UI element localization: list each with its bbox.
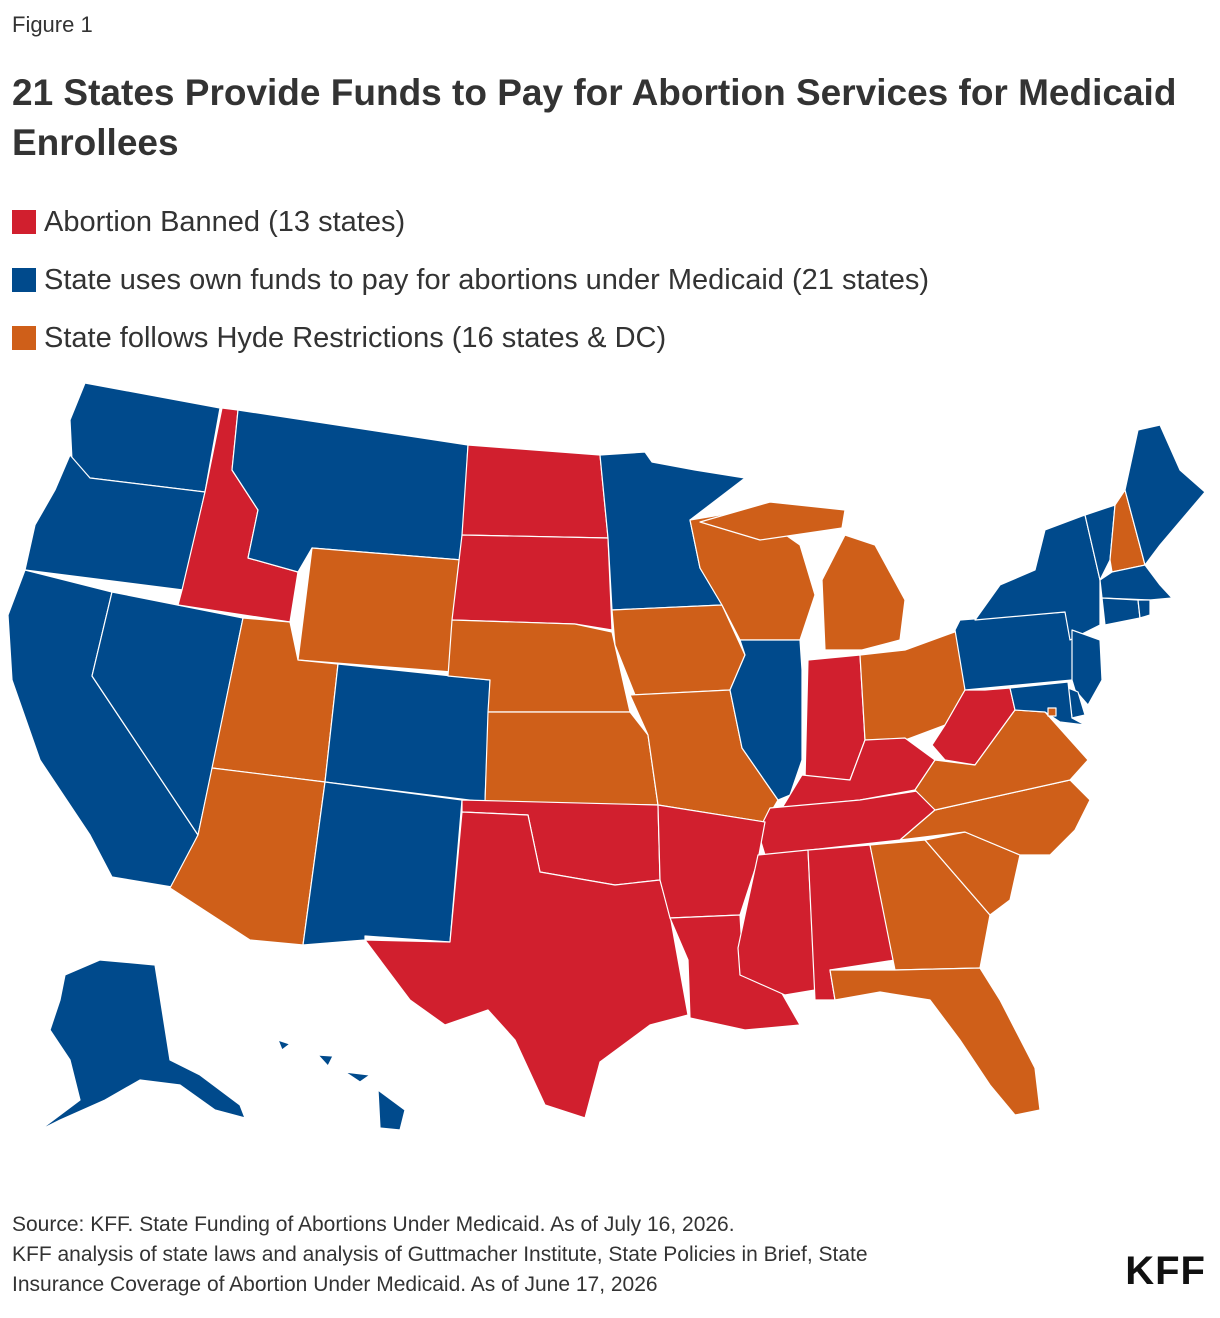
legend: Abortion Banned (13 states) State uses o… — [12, 200, 929, 374]
source-note: Source: KFF. State Funding of Abortions … — [12, 1210, 1092, 1300]
state-MT — [231, 409, 469, 573]
state-IA — [611, 604, 746, 696]
state-MA — [1099, 564, 1173, 601]
state-CO — [324, 663, 491, 803]
state-ND — [461, 444, 609, 539]
legend-label-hyde: State follows Hyde Restrictions (16 stat… — [44, 321, 667, 354]
legend-label-own-funds: State uses own funds to pay for abortion… — [44, 263, 929, 296]
state-IN — [804, 654, 866, 781]
state-RI — [1137, 599, 1151, 619]
state-AK — [39, 959, 246, 1131]
state-KS — [484, 711, 659, 806]
state-SD — [451, 534, 613, 631]
source-line-3: Insurance Coverage of Abortion Under Med… — [12, 1273, 658, 1296]
state-IL — [729, 639, 803, 801]
state-NM — [302, 781, 463, 946]
source-line-1: Source: KFF. State Funding of Abortions … — [12, 1213, 735, 1236]
figure-label: Figure 1 — [12, 12, 93, 37]
legend-item-hyde: State follows Hyde Restrictions (16 stat… — [12, 316, 929, 360]
state-MI — [699, 501, 906, 651]
state-GA — [869, 839, 991, 971]
legend-swatch-own-funds — [12, 268, 36, 292]
legend-swatch-banned — [12, 210, 36, 234]
source-line-2: KFF analysis of state laws and analysis … — [12, 1243, 868, 1266]
kff-logo: KFF — [1125, 1249, 1206, 1293]
state-PA — [954, 611, 1081, 691]
legend-item-own-funds: State uses own funds to pay for abortion… — [12, 258, 929, 302]
state-OR — [24, 454, 206, 591]
state-WA — [69, 382, 221, 493]
legend-swatch-hyde — [12, 326, 36, 350]
state-HI — [277, 1039, 406, 1131]
legend-label-banned: Abortion Banned (13 states) — [44, 205, 406, 238]
state-FL — [829, 967, 1041, 1116]
us-states-map — [7, 382, 1206, 1131]
state-ME — [1124, 424, 1206, 566]
chart-title: 21 States Provide Funds to Pay for Abort… — [12, 72, 1177, 163]
legend-item-banned: Abortion Banned (13 states) — [12, 200, 929, 244]
state-CT — [1101, 597, 1141, 626]
state-TX — [364, 811, 689, 1119]
state-DC — [1047, 707, 1057, 717]
state-MD — [1009, 681, 1086, 726]
state-NJ — [1071, 629, 1103, 706]
state-WY — [297, 547, 463, 673]
